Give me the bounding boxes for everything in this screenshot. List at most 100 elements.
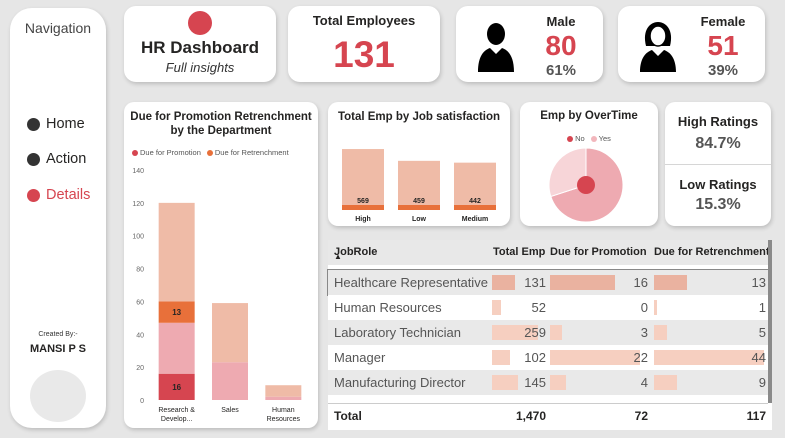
nav-item-label: Home	[46, 116, 85, 132]
total-employees-card: Total Employees 131	[288, 6, 440, 82]
nav-item-action[interactable]: Action	[27, 151, 86, 167]
table-row[interactable]: Human Resources 52 0 1	[328, 295, 768, 320]
nav-item-label: Action	[46, 151, 86, 167]
action-dot-icon	[27, 153, 40, 166]
x-tick-label: Sales	[221, 407, 239, 414]
cell-due-retrenchment: 9	[654, 370, 766, 395]
bar-base	[398, 205, 440, 210]
data-label: 569	[357, 198, 369, 205]
table-total-row: Total 1,470 72 117	[328, 403, 768, 428]
total-retr-value: 117	[654, 404, 766, 429]
male-percent: 61%	[526, 62, 596, 79]
female-card: Female 51 39%	[618, 6, 765, 82]
job-satisfaction-plot: 569High459Low442Medium	[328, 128, 510, 224]
bar-segment	[265, 385, 301, 397]
chart-title: Due for Promotion Retrenchment by the De…	[128, 110, 314, 138]
cell-due-promotion: 3	[550, 320, 648, 345]
jobrole-table: JobRole ▲ Total Emp Due for Promotion Due…	[328, 240, 772, 430]
female-label: Female	[688, 14, 758, 29]
cell-due-retrenchment: 44	[654, 345, 766, 370]
nav-item-details[interactable]: Details	[27, 187, 90, 203]
title-card: HR Dashboard Full insights	[124, 6, 276, 82]
table-header: JobRole ▲ Total Emp Due for Promotion Due…	[328, 240, 768, 265]
high-ratings-label: High Ratings	[665, 114, 771, 129]
x-tick-label: Medium	[462, 216, 488, 223]
table-scrollbar[interactable]	[768, 240, 772, 403]
legend-item[interactable]: Yes	[591, 134, 611, 143]
cell-total-emp: 131	[488, 270, 546, 295]
promotion-chart-plot: 0 20 40 60 80 100 120 140 16 13 Research & Develop.…	[124, 158, 318, 428]
navigation-panel: Navigation Home Action Details Created B…	[10, 8, 106, 428]
legend-item[interactable]: No	[567, 134, 585, 143]
y-tick-label: 140	[132, 168, 144, 175]
cell-due-promotion: 0	[550, 295, 648, 320]
low-ratings-value: 15.3%	[665, 196, 771, 214]
female-value: 51	[688, 30, 758, 62]
male-label: Male	[526, 14, 596, 29]
cell-due-promotion: 22	[550, 345, 648, 370]
bar-segment	[212, 303, 248, 362]
author-name: MANSI P S	[10, 343, 106, 355]
table-row[interactable]: Manager 102 22 44	[328, 345, 768, 370]
chart-legend: Due for Promotion Due for Retrenchment	[132, 148, 289, 157]
details-dot-icon	[27, 189, 40, 202]
data-label: 459	[413, 198, 425, 205]
legend-item[interactable]: Due for Retrenchment	[207, 148, 289, 157]
bar-segment	[265, 397, 301, 400]
cell-due-promotion: 16	[550, 270, 648, 295]
x-tick-label: Develop...	[161, 416, 193, 423]
promotion-retrenchment-chart: Due for Promotion Retrenchment by the De…	[124, 102, 318, 428]
table-row[interactable]: Manufacturing Director 145 4 9	[328, 370, 768, 395]
total-label: Total	[334, 404, 362, 429]
cell-jobrole: Human Resources	[334, 295, 442, 320]
female-percent: 39%	[688, 62, 758, 79]
total-employees-value: 131	[288, 34, 440, 76]
data-label: 16	[172, 383, 181, 392]
column-header-jobrole[interactable]: JobRole ▲	[334, 240, 377, 265]
table-row[interactable]: Laboratory Technician 259 3 5	[328, 320, 768, 345]
legend-label: No	[575, 134, 585, 143]
nav-item-label: Details	[46, 187, 90, 203]
sort-arrow-icon: ▲	[334, 253, 342, 261]
total-promo-value: 72	[550, 404, 648, 429]
column-header-due-promotion[interactable]: Due for Promotion	[550, 240, 647, 265]
divider	[665, 164, 771, 165]
legend-dot-icon	[567, 136, 573, 142]
job-satisfaction-chart: Total Emp by Job satisfaction 569 High 459…	[328, 102, 510, 226]
total-employees-label: Total Employees	[288, 13, 440, 28]
cell-total-emp: 259	[488, 320, 546, 345]
legend-dot-icon	[207, 150, 213, 156]
overtime-pie	[548, 147, 628, 225]
legend-dot-icon	[132, 150, 138, 156]
home-dot-icon	[27, 118, 40, 131]
created-by-label: Created By:-	[10, 331, 106, 338]
high-ratings-value: 84.7%	[665, 135, 771, 153]
bar-segment	[159, 323, 195, 374]
bar-segment	[212, 362, 248, 400]
female-user-icon	[638, 20, 678, 72]
legend-item[interactable]: Due for Promotion	[132, 148, 201, 157]
cell-total-emp: 145	[488, 370, 546, 395]
legend-label: Due for Promotion	[140, 148, 201, 157]
cell-due-retrenchment: 13	[654, 270, 766, 295]
table-row[interactable]: Healthcare Representative 131 16 13	[328, 270, 768, 295]
red-dot-icon	[188, 11, 212, 35]
nav-item-home[interactable]: Home	[27, 116, 85, 132]
male-user-icon	[476, 20, 516, 72]
chart-title: Emp by OverTime	[520, 110, 658, 122]
total-emp-value: 1,470	[488, 404, 546, 429]
data-label: 442	[469, 198, 481, 205]
column-header-total-emp[interactable]: Total Emp	[493, 240, 545, 265]
bar-base	[454, 205, 496, 210]
y-tick-label: 100	[132, 234, 144, 241]
low-ratings-label: Low Ratings	[665, 177, 771, 192]
y-tick-label: 20	[136, 365, 144, 372]
male-value: 80	[526, 30, 596, 62]
avatar	[30, 370, 86, 422]
cell-total-emp: 52	[488, 295, 546, 320]
cell-jobrole: Laboratory Technician	[334, 320, 461, 345]
column-header-due-retrenchment[interactable]: Due for Retrenchment	[654, 240, 770, 265]
bar-segment	[159, 203, 195, 302]
y-tick-label: 0	[140, 398, 144, 405]
cell-jobrole: Manager	[334, 345, 385, 370]
